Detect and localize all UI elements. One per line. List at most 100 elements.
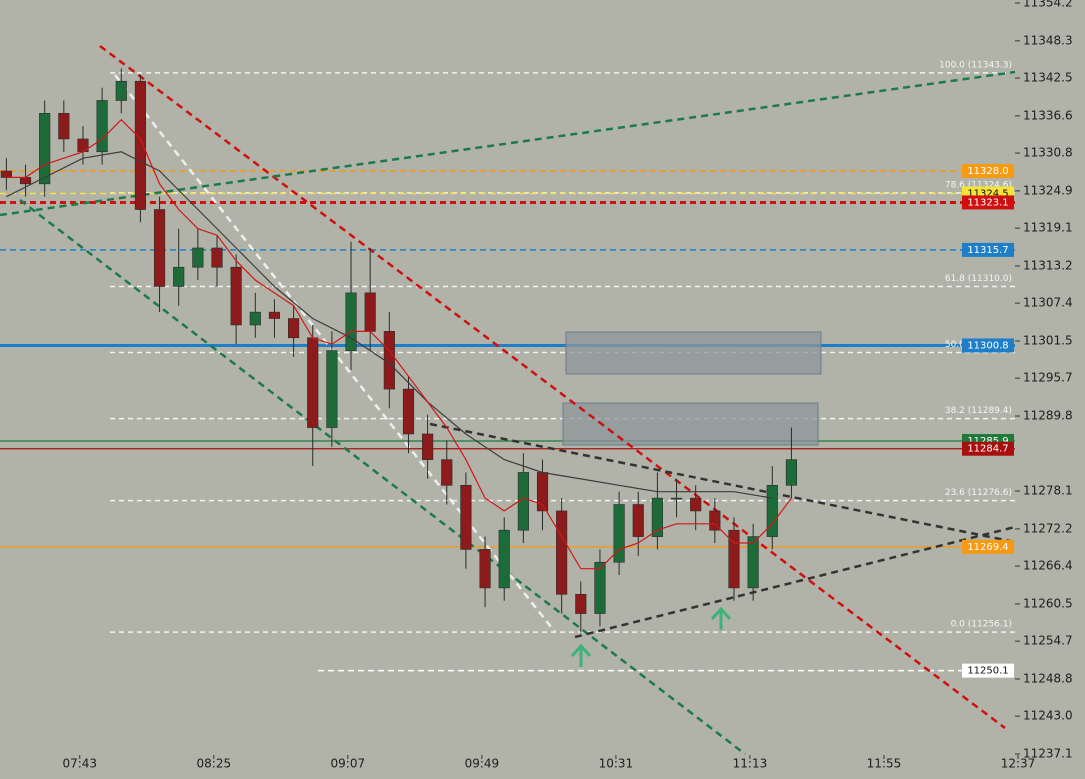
y-tick-label: 11348.3 — [1023, 33, 1073, 47]
candle-body — [517, 472, 529, 531]
candle-body — [230, 266, 242, 326]
fib-label: 0.0 (11256.1) — [951, 620, 1012, 630]
price-tag-label: 11324.5 — [967, 188, 1008, 199]
y-tick-label: 11336.6 — [1023, 108, 1073, 122]
price — [0, 68, 797, 633]
x-tick-label: 09:07 — [331, 757, 366, 771]
candle-body — [134, 80, 146, 210]
candle-body — [594, 561, 606, 614]
candle-body — [422, 433, 434, 460]
x-tick-label: 12:37 — [1001, 757, 1036, 771]
candle-body — [192, 247, 204, 268]
candle-body — [383, 331, 395, 390]
fib-label: 78.6 (11324.6) — [945, 180, 1012, 190]
price-tag-label: 11315.7 — [967, 245, 1008, 256]
candle-body — [249, 311, 261, 326]
x-tick-label: 08:25 — [197, 757, 232, 771]
price-tag-label: 11250.1 — [967, 666, 1008, 677]
candle-body — [670, 497, 683, 500]
y-tick-label: 11342.5 — [1023, 71, 1073, 85]
candle-body — [460, 484, 472, 550]
candle-body — [211, 247, 223, 268]
x-tick-label: 11:55 — [867, 757, 902, 771]
price-tag — [962, 195, 1014, 210]
y-tick-label: 11266.4 — [1023, 559, 1073, 573]
y-tick-label: 11313.2 — [1023, 258, 1073, 272]
y-tick-label: 11354.2 — [1023, 0, 1073, 10]
candle-body — [709, 510, 721, 531]
x-tick-label: 09:49 — [465, 757, 500, 771]
candle-body — [690, 497, 702, 512]
candle-body — [115, 80, 127, 101]
y-tick-label: 11248.8 — [1023, 671, 1073, 685]
tags: 100.0 (11343.3) 78.6 (11324.6) 61.8 (11310… — [939, 60, 1014, 678]
zone-box — [562, 402, 819, 446]
x-tick-label: 10:31 — [599, 757, 634, 771]
y-tick-label: 11324.9 — [1023, 183, 1073, 197]
y-tick-label: 11243.0 — [1023, 709, 1073, 723]
price-tag — [962, 164, 1014, 179]
price-tag — [962, 663, 1014, 678]
up-arrow — [710, 606, 732, 630]
trend-line — [574, 525, 1016, 639]
trend-line — [429, 422, 1016, 544]
trend-line — [19, 199, 746, 755]
axes: 11354.2 11348.3 11342.5 11336.6 11330.8 11324… — [62, 0, 1072, 771]
up-arrow — [570, 643, 592, 667]
candle-body — [173, 266, 185, 287]
candle-body — [441, 459, 453, 486]
candle-body — [288, 318, 300, 339]
candle-body — [479, 549, 491, 589]
candle-body — [364, 292, 376, 332]
fib-label: 23.6 (11276.6) — [945, 488, 1012, 498]
price-tag-label: 11285.9 — [967, 436, 1008, 447]
moving-average — [6, 151, 773, 499]
arrows — [570, 606, 732, 667]
candle-body — [785, 459, 797, 486]
candle-body — [153, 209, 166, 287]
price-tag-label: 11323.1 — [967, 197, 1008, 208]
fib-label: 61.8 (11310.0) — [945, 274, 1012, 284]
price-tag — [962, 242, 1014, 257]
y-tick-label: 11272.2 — [1023, 521, 1073, 535]
y-tick-label: 11295.7 — [1023, 371, 1073, 385]
drawings — [0, 45, 1016, 755]
trend-line — [99, 45, 1006, 729]
candle-body — [632, 504, 644, 537]
price-tag — [962, 539, 1014, 554]
candle-body — [747, 536, 759, 589]
fib-label: 100.0 (11343.3) — [939, 60, 1012, 70]
candle-body — [268, 311, 281, 319]
moving-average — [6, 118, 792, 570]
candle-body — [326, 350, 338, 428]
candle-body — [766, 484, 778, 537]
candle-body — [728, 529, 740, 589]
y-tick-label: 11330.8 — [1023, 146, 1073, 160]
candle-body — [613, 504, 625, 563]
trend-line — [0, 70, 1016, 217]
price-tag-label: 11328.0 — [967, 166, 1008, 177]
candle-body — [58, 113, 70, 140]
y-tick-label: 11289.8 — [1023, 409, 1073, 423]
y-tick-label: 11319.1 — [1023, 221, 1073, 235]
candle-body — [651, 497, 663, 537]
y-tick-label: 11237.1 — [1023, 747, 1073, 761]
x-tick-label: 07:43 — [62, 757, 97, 771]
candle-body — [345, 292, 357, 351]
candle-body — [39, 113, 51, 185]
y-tick-label: 11301.5 — [1023, 333, 1073, 347]
y-tick-label: 11278.1 — [1023, 484, 1073, 498]
candle-body — [575, 594, 587, 614]
price-tag-label: 11269.4 — [967, 542, 1008, 553]
y-tick-label: 11307.4 — [1023, 296, 1073, 310]
x-tick-label: 11:13 — [733, 757, 768, 771]
candle-body — [498, 529, 510, 589]
y-tick-label: 11260.5 — [1023, 596, 1073, 610]
candle-body — [0, 170, 12, 178]
candle-body — [402, 388, 415, 435]
levels — [0, 72, 1015, 672]
price-tag-label: 11284.7 — [967, 444, 1008, 455]
